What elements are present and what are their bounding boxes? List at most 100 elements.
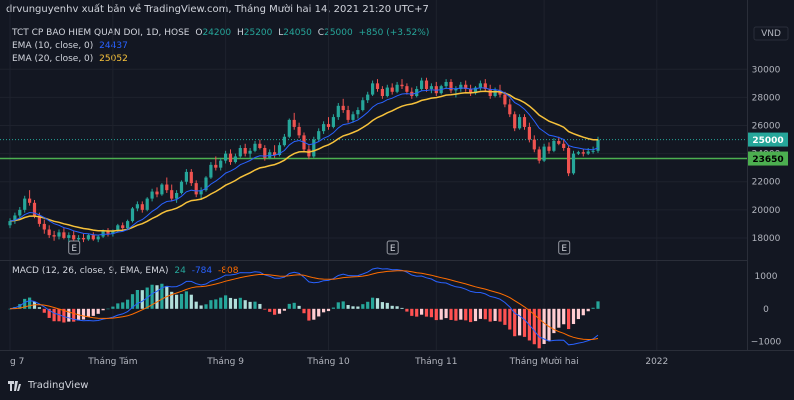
ema10-label: EMA (10, close, 0) [12, 41, 94, 51]
candle-body [331, 117, 335, 127]
macd-histogram-bar [263, 308, 267, 310]
candle-body [513, 114, 517, 129]
macd-histogram-bar [415, 308, 419, 317]
macd-histogram-bar [116, 303, 120, 309]
candle-body [493, 90, 497, 96]
macd-histogram-bar [150, 284, 154, 309]
ema20-value: 25052 [99, 54, 128, 64]
candle-body [219, 160, 223, 168]
macd-histogram-bar [375, 298, 380, 309]
macd-histogram-bar [111, 306, 115, 309]
candle-body [130, 208, 135, 222]
macd-histogram-bar [23, 298, 27, 309]
macd-histogram-bar [326, 308, 331, 312]
close-value: 25000 [324, 28, 353, 38]
macd-histogram-bar [121, 302, 125, 309]
last-price-tag-bg [748, 132, 788, 147]
support-level-tag-bg [748, 151, 788, 166]
candle-body [67, 235, 71, 238]
candle-body [32, 202, 37, 216]
candle-body [140, 204, 144, 210]
candle-body [390, 87, 394, 92]
candle-body [101, 230, 105, 237]
last-price-tag: 25000 [752, 136, 783, 146]
macd-histogram-bar [341, 301, 345, 309]
candle-body [395, 84, 399, 92]
macd-histogram-bar [508, 308, 512, 330]
candle-body [537, 149, 541, 161]
macd-histogram-bar [277, 308, 282, 314]
candle-body [488, 88, 492, 96]
macd-histogram-bar [297, 305, 301, 309]
macd-histogram-bar [571, 308, 576, 325]
candle-body [52, 235, 56, 237]
high-value: 25200 [243, 28, 273, 38]
macd-histogram-bar [488, 308, 492, 322]
macd-histogram-bar [199, 305, 203, 309]
tradingview-brand: TradingView [28, 380, 89, 391]
candle-body [224, 153, 228, 161]
candle-body [346, 110, 350, 120]
candle-body [385, 87, 389, 96]
candle-body [273, 152, 277, 156]
macd-histogram-bar [459, 308, 463, 320]
candle-body [145, 198, 149, 210]
macd-histogram-bar [464, 308, 468, 321]
candle-body [581, 152, 585, 154]
candle-body [567, 148, 571, 174]
macd-histogram-bar [537, 308, 541, 349]
candle-body [81, 237, 86, 240]
ema10-row: EMA (10, close, 0) 24437 [12, 40, 429, 53]
macd-histogram-bar [591, 307, 595, 309]
tradingview-logo-icon [8, 380, 24, 391]
close-label: C [317, 28, 325, 38]
candle-body [518, 117, 522, 129]
candle-body [292, 119, 296, 127]
ema20-row: EMA (20, close, 0) 25052 [12, 53, 429, 66]
macd-histogram-bar [135, 289, 139, 309]
candle-body [160, 184, 164, 195]
candle-body [258, 143, 262, 148]
macd-histogram-bar [194, 301, 198, 309]
macd-histogram-bar [469, 308, 473, 323]
time-tick-label: g 7 [10, 357, 24, 367]
time-tick-label: Tháng Tám [87, 357, 137, 367]
macd-histogram-bar [253, 301, 257, 309]
open-label: O [195, 28, 203, 38]
macd-histogram-bar [586, 308, 590, 312]
candles [8, 77, 600, 244]
candle-body [228, 153, 233, 163]
candle-body [91, 235, 95, 240]
macd-histogram-bar [434, 308, 438, 321]
macd-histogram-bar [28, 297, 32, 309]
macd-histogram-bar [184, 291, 188, 309]
macd-signal-value: -808 [218, 266, 239, 276]
macd-legend: MACD (12, 26, close, 9, EMA, EMA) 24 -78… [12, 266, 238, 276]
earnings-event-marker [386, 240, 399, 255]
candle-body [179, 181, 184, 193]
time-axis[interactable]: g 7 Tháng Tám Tháng 9 Tháng 10 Tháng 11 Tháng… [10, 356, 668, 367]
candle-body [37, 215, 41, 224]
candle-body [307, 149, 311, 157]
macd-axis[interactable]: 1000 0 −1000 [751, 272, 782, 347]
price-tick-label: 20000 [752, 206, 781, 216]
macd-histogram-bar [292, 302, 296, 309]
macd-histogram-bar [522, 308, 527, 337]
candle-body [322, 124, 326, 132]
macd-histogram-bar [258, 303, 262, 309]
macd-histogram-bar [42, 308, 46, 313]
macd-histogram-bar [371, 297, 375, 309]
candle-body [478, 83, 482, 88]
macd-histogram-bar [336, 302, 340, 309]
candle-body [72, 235, 76, 240]
candle-body [552, 140, 556, 151]
price-axis[interactable]: 1800020000220002400026000280003000025000… [748, 65, 788, 244]
candle-body [420, 80, 424, 89]
candle-body [341, 105, 345, 111]
macd-histogram-bar [189, 294, 193, 309]
candle-body [454, 88, 458, 91]
candle-body [557, 140, 561, 144]
macd-histogram-bar [224, 295, 228, 309]
